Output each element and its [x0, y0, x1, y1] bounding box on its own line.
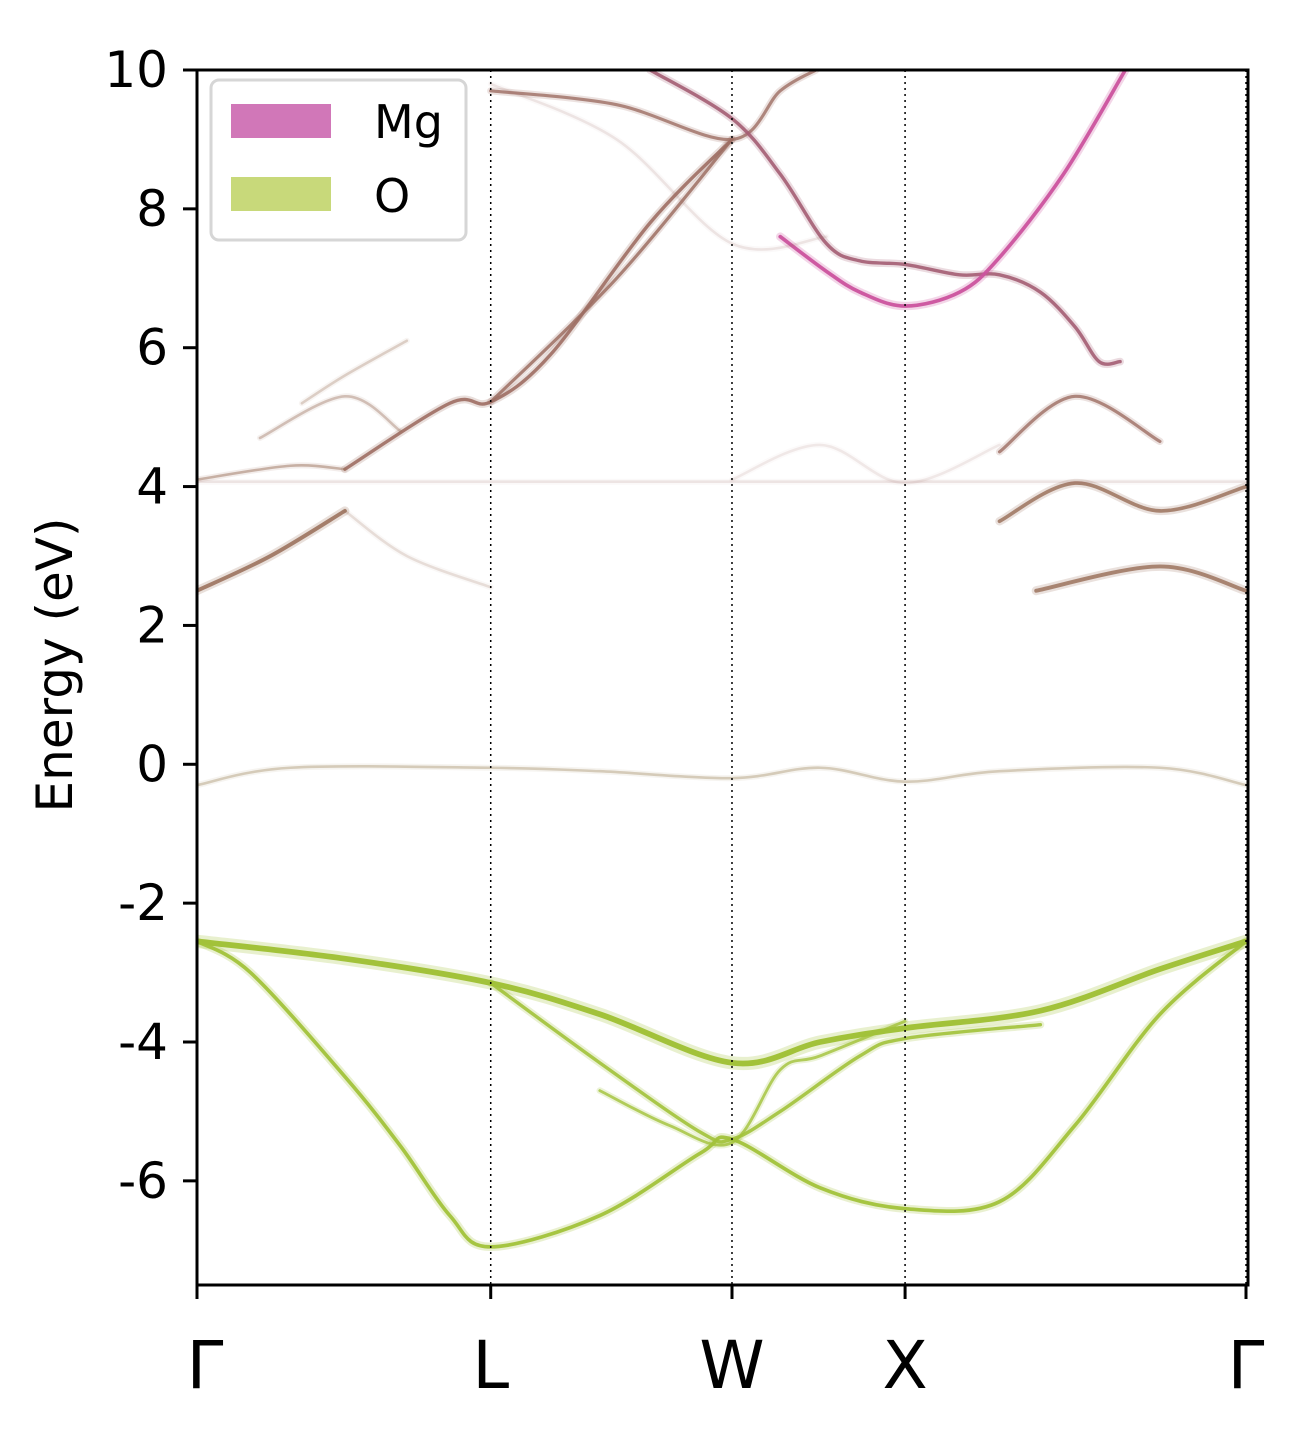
y-axis: 10 8 6 4 2 0 -2 -4 -6 [104, 41, 197, 1210]
band-line [489, 82, 828, 251]
y-tick-label: 2 [136, 596, 168, 654]
legend-label-o: O [374, 169, 410, 223]
y-tick-label: 4 [136, 458, 168, 516]
band-line [997, 394, 1162, 454]
x-tick-label: Γ [187, 1327, 224, 1404]
kpoint-gridlines [489, 70, 1247, 1285]
y-tick-label: 6 [136, 319, 168, 377]
band-glow [197, 937, 1248, 1252]
band-line [197, 508, 347, 593]
x-tick-label: L [472, 1327, 509, 1404]
band-line [343, 509, 493, 589]
x-tick-label: W [699, 1327, 764, 1404]
band-line [1034, 564, 1248, 593]
band-line [778, 70, 1128, 308]
band-glow [732, 445, 999, 483]
legend-swatch-mg [231, 104, 331, 138]
band-glow [256, 393, 404, 441]
band-glow [341, 507, 494, 591]
y-tick-label: 0 [136, 735, 168, 793]
band-line [997, 481, 1248, 524]
y-tick-label: -6 [118, 1152, 168, 1210]
band-line [489, 137, 734, 404]
legend-label-mg: Mg [374, 95, 443, 149]
band-line [197, 938, 1248, 1067]
band-line [343, 137, 734, 471]
band-line [197, 939, 1248, 1249]
band-line [648, 70, 1122, 366]
plot-frame [195, 68, 1250, 1287]
bands-layer [197, 70, 1248, 1252]
band-line [300, 339, 409, 405]
band-line [730, 443, 1001, 485]
band-line [489, 70, 818, 141]
band-glow [995, 478, 1248, 526]
y-tick-label: -4 [118, 1013, 168, 1071]
y-axis-label: Energy (eV) [26, 518, 84, 813]
y-tick-label: 8 [136, 180, 168, 238]
band-line [598, 1019, 907, 1147]
x-tick-label: Γ [1228, 1327, 1265, 1404]
y-tick-label: -2 [118, 874, 168, 932]
x-tick-label: X [882, 1327, 927, 1404]
band-glow [298, 337, 410, 407]
band-line [197, 464, 347, 481]
band-line [489, 981, 1043, 1144]
band-line [197, 765, 1248, 787]
band-glow [197, 763, 1248, 789]
y-tick-label: 10 [104, 41, 168, 99]
legend: Mg O [209, 78, 468, 242]
legend-swatch-o [231, 177, 331, 211]
band-line [258, 395, 402, 440]
band-glow [646, 70, 1125, 369]
